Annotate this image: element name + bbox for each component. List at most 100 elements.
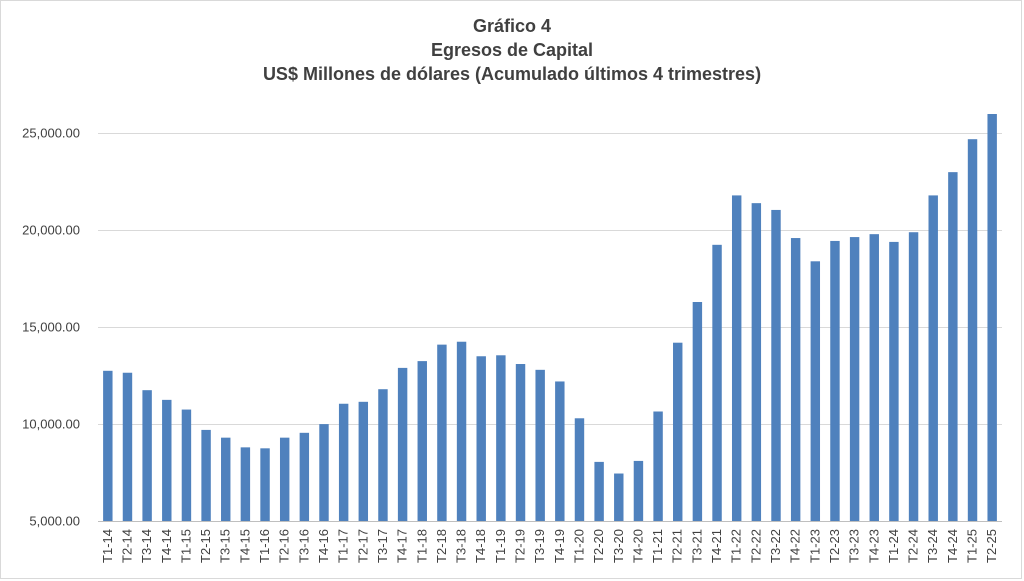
bar-t3-19: [535, 369, 545, 521]
y-tick-label: 25,000.00: [22, 126, 80, 141]
x-tick-label: T4-15: [237, 529, 252, 563]
bar-t1-25: [967, 139, 978, 521]
bar-t1-22: [731, 195, 742, 521]
bar-t4-23: [869, 234, 879, 521]
x-tick-label: T1-24: [886, 529, 901, 563]
bar-t2-25: [987, 114, 997, 521]
chart-subtitle-units: US$ Millones de dólares (Acumulado últim…: [262, 64, 762, 84]
bar-t1-20: [574, 418, 585, 521]
bar-t1-21: [653, 411, 663, 521]
bar-t2-14: [122, 372, 133, 521]
bar-t3-21: [692, 302, 703, 521]
x-tick-label: T2-20: [591, 529, 606, 563]
x-tick-label: T2-14: [119, 529, 134, 563]
bar-t3-24: [928, 195, 938, 521]
chart-title: Gráfico 4: [472, 16, 552, 36]
chart-subtitle: Egresos de Capital: [430, 40, 594, 60]
x-tick-label: T4-21: [709, 529, 724, 563]
x-tick-label: T2-23: [827, 529, 842, 563]
bar-t4-15: [240, 447, 251, 521]
bar-t2-16: [279, 437, 290, 521]
bar-t3-23: [849, 237, 860, 521]
x-tick-label: T3-17: [375, 529, 390, 563]
bar-t3-15: [221, 437, 231, 521]
bar-t3-18: [456, 341, 467, 521]
x-tick-label: T2-21: [670, 529, 685, 563]
x-tick-label: T4-16: [316, 529, 331, 563]
x-tick-label: T1-15: [178, 529, 193, 563]
x-tick-label: T2-19: [513, 529, 528, 563]
x-tick-label: T4-24: [945, 529, 960, 563]
bar-t2-18: [437, 344, 447, 521]
x-tick-label: T1-23: [807, 529, 822, 563]
bar-t2-24: [908, 232, 919, 521]
x-tick-label: T4-22: [788, 529, 803, 563]
bar-t3-17: [378, 389, 388, 521]
x-tick-label: T1-19: [493, 529, 508, 563]
x-tick-label: T2-15: [198, 529, 213, 563]
x-tick-label: T3-18: [454, 529, 469, 563]
bar-t4-17: [397, 367, 408, 521]
x-tick-label: T4-23: [866, 529, 881, 563]
y-tick-label: 10,000.00: [22, 417, 80, 432]
x-tick-label: T4-19: [552, 529, 567, 563]
x-tick-label: T2-16: [277, 529, 292, 563]
x-tick-label: T3-15: [218, 529, 233, 563]
bar-t1-14: [103, 370, 113, 521]
x-tick-label: T4-18: [473, 529, 488, 563]
x-tick-label: T3-24: [925, 529, 940, 563]
x-tick-label: T1-22: [729, 529, 744, 563]
bar-t2-15: [201, 429, 211, 521]
bar-t3-16: [299, 432, 310, 521]
bar-t1-18: [417, 361, 427, 521]
x-tick-label: T2-18: [434, 529, 449, 563]
x-tick-label: T3-16: [296, 529, 311, 563]
x-tick-label: T3-22: [768, 529, 783, 563]
x-tick-label: T3-23: [847, 529, 862, 563]
x-tick-label: T3-20: [611, 529, 626, 563]
bar-t4-18: [476, 356, 486, 521]
bar-t4-14: [162, 399, 172, 521]
x-tick-label: T4-17: [395, 529, 410, 563]
y-tick-label: 5,000.00: [29, 514, 80, 529]
x-tick-label: T1-25: [965, 529, 980, 563]
x-tick-label: T1-18: [414, 529, 429, 563]
x-tick-label: T1-17: [336, 529, 351, 563]
bar-t3-14: [142, 390, 152, 521]
bar-t2-17: [358, 401, 369, 521]
y-tick-label: 20,000.00: [22, 223, 80, 238]
x-tick-label: T1-20: [571, 529, 586, 563]
bar-t2-20: [594, 461, 604, 521]
bar-t4-16: [319, 424, 329, 521]
bar-t1-15: [181, 409, 192, 521]
y-tick-label: 15,000.00: [22, 320, 80, 335]
bar-t3-22: [771, 209, 781, 521]
bar-t1-16: [260, 448, 270, 521]
x-tick-label: T3-19: [532, 529, 547, 563]
bar-t1-17: [338, 403, 349, 521]
bar-t1-19: [496, 355, 506, 521]
x-tick-label: T2-25: [984, 529, 999, 563]
bar-t4-24: [948, 172, 958, 521]
bar-t1-24: [889, 241, 899, 521]
bar-t1-23: [810, 261, 821, 521]
x-tick-label: T4-20: [630, 529, 645, 563]
x-tick-label: T1-14: [100, 529, 115, 563]
bar-t2-22: [751, 203, 762, 521]
x-tick-label: T2-22: [748, 529, 763, 563]
bar-t4-19: [555, 381, 565, 521]
bar-t2-19: [515, 364, 526, 521]
x-tick-label: T1-16: [257, 529, 272, 563]
chart-titles: Gráfico 4 Egresos de Capital US$ Millone…: [0, 14, 1024, 86]
x-tick-label: T3-21: [689, 529, 704, 563]
bar-t4-21: [712, 244, 722, 521]
x-tick-label: T2-24: [906, 529, 921, 563]
x-tick-label: T1-21: [650, 529, 665, 563]
bar-t4-20: [633, 460, 644, 521]
bar-t4-22: [790, 238, 801, 522]
bar-t2-21: [673, 342, 683, 521]
bar-t3-20: [614, 473, 624, 521]
x-tick-label: T4-14: [159, 529, 174, 563]
